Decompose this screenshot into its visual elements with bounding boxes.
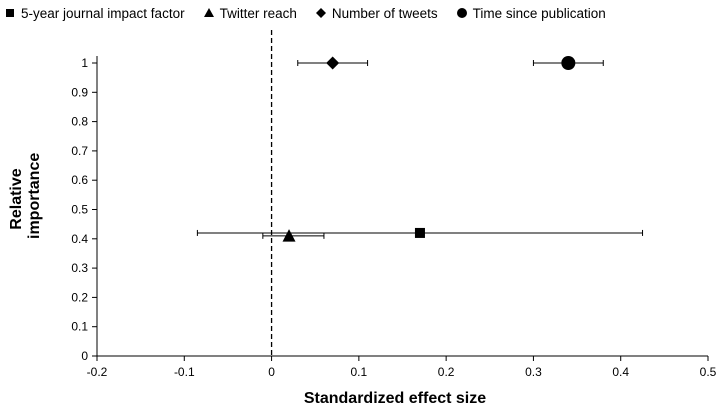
legend-item: Time since publication bbox=[456, 6, 606, 21]
y-tick-label: 1 bbox=[81, 56, 88, 70]
x-tick-label: -0.2 bbox=[87, 365, 108, 379]
legend-item: Twitter reach bbox=[203, 6, 297, 21]
triangle-icon bbox=[203, 7, 215, 19]
y-tick-label: 0.3 bbox=[71, 261, 88, 275]
data-point-circle bbox=[561, 56, 576, 70]
x-axis-title: Standardized effect size bbox=[303, 390, 487, 407]
legend-label: Time since publication bbox=[472, 5, 606, 21]
data-point-triangle bbox=[282, 229, 296, 242]
x-tick-label: 0.1 bbox=[351, 365, 368, 379]
legend-item: 5-year journal impact factor bbox=[4, 6, 185, 21]
legend-label: Twitter reach bbox=[219, 5, 297, 21]
y-tick-label: 0 bbox=[81, 349, 88, 363]
y-tick-label: 0.6 bbox=[71, 173, 88, 187]
square-icon bbox=[4, 7, 16, 19]
legend-label: 5-year journal impact factor bbox=[21, 5, 185, 21]
diamond-icon bbox=[315, 7, 327, 19]
data-point-square bbox=[414, 227, 425, 238]
y-tick-label: 0.5 bbox=[71, 203, 88, 217]
y-tick-label: 0.4 bbox=[71, 232, 88, 246]
x-tick-label: 0.5 bbox=[700, 365, 717, 379]
y-tick-label: 0.8 bbox=[71, 115, 88, 129]
x-tick-label: 0 bbox=[268, 365, 275, 379]
y-tick-label: 0.2 bbox=[71, 290, 88, 304]
chart-legend: 5-year journal impact factor Twitter reac… bbox=[0, 0, 720, 26]
legend-label: Number of tweets bbox=[331, 5, 438, 21]
x-tick-label: 0.3 bbox=[525, 365, 542, 379]
legend-item: Number of tweets bbox=[315, 6, 438, 21]
x-tick-label: -0.1 bbox=[174, 365, 195, 379]
circle-icon bbox=[456, 7, 468, 19]
x-tick-label: 0.2 bbox=[438, 365, 455, 379]
y-tick-label: 0.7 bbox=[71, 144, 88, 158]
y-tick-label: 0.1 bbox=[71, 320, 88, 334]
y-axis-title: Relative importance bbox=[8, 152, 43, 239]
data-point-diamond bbox=[326, 56, 340, 70]
x-tick-label: 0.4 bbox=[612, 365, 629, 379]
y-tick-label: 0.9 bbox=[71, 85, 88, 99]
